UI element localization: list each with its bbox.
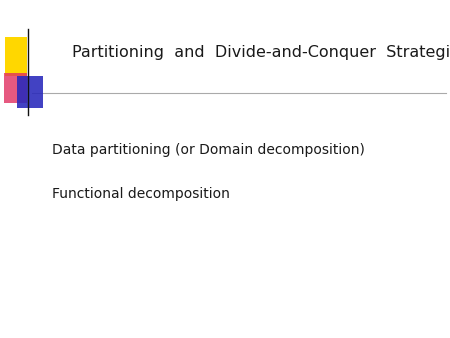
Bar [17,76,43,108]
Text: Partitioning  and  Divide-and-Conquer  Strategies: Partitioning and Divide-and-Conquer Stra… [72,45,450,60]
Text: Functional decomposition: Functional decomposition [52,187,230,201]
Bar [5,37,27,76]
Bar [4,73,27,103]
Text: Data partitioning (or Domain decomposition): Data partitioning (or Domain decompositi… [52,143,364,158]
